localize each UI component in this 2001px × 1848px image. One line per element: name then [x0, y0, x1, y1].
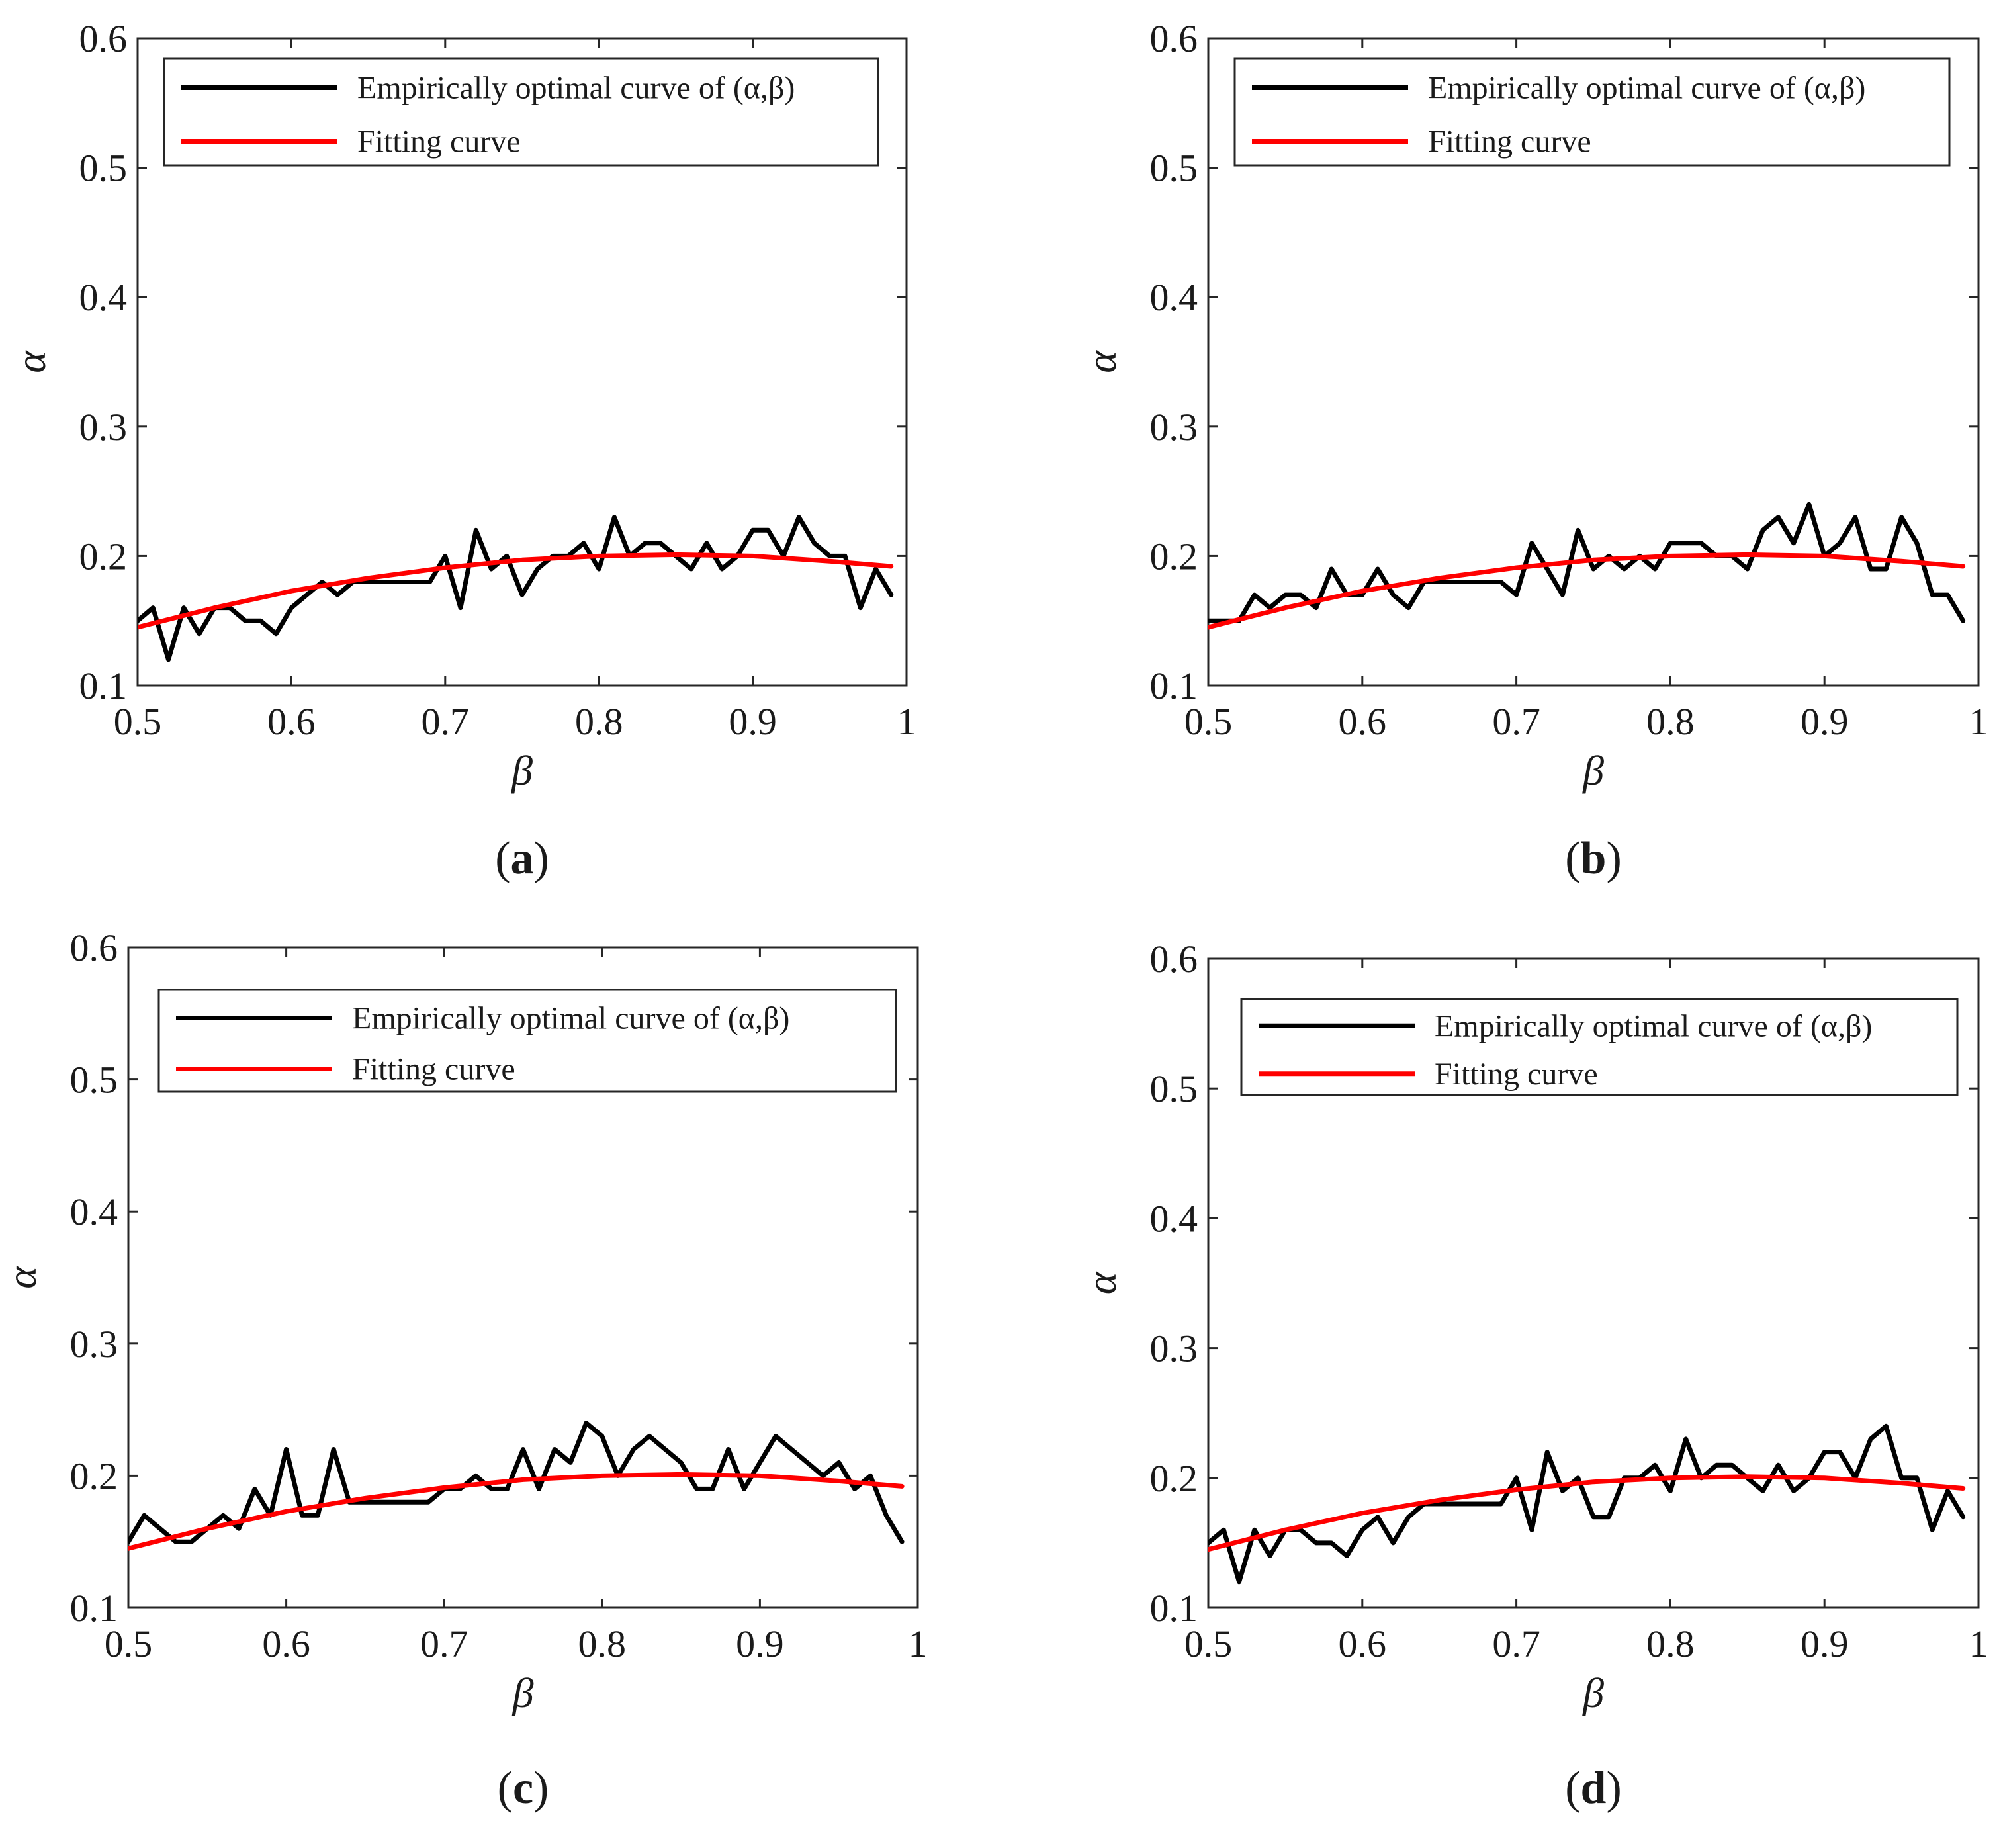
y-tick-label: 0.2 — [70, 1454, 118, 1497]
x-tick-label: 0.7 — [422, 700, 470, 743]
x-axis-label: β — [1581, 1669, 1604, 1716]
x-tick-label: 0.5 — [105, 1622, 153, 1665]
plot-frame — [1207, 37, 1980, 687]
y-axis-label: α — [1078, 350, 1125, 373]
legend-box — [163, 57, 879, 167]
x-tick-label: 0.7 — [1492, 1622, 1540, 1665]
x-tick-label: 0.5 — [1184, 1622, 1233, 1665]
x-axis-label: β — [510, 747, 533, 794]
y-tick-label: 0.4 — [1150, 1197, 1198, 1240]
panel-c: 0.5 0.6 0.7 0.8 0.9 1 0.1 0.2 0.3 0.4 0.5 0.6 β α Empi… — [0, 926, 928, 1814]
panel-caption: (a) — [495, 833, 549, 884]
panel-caption: (d) — [1565, 1763, 1622, 1814]
legend-label-fitting: Fitting curve — [357, 124, 521, 159]
x-tick-label: 0.8 — [1646, 700, 1695, 743]
fitting-curve-line — [1208, 552, 1966, 630]
x-tick-label: 0.9 — [729, 700, 777, 743]
x-axis-label: β — [1581, 747, 1604, 794]
y-tick-label: 0.6 — [1150, 17, 1198, 60]
y-tick-label: 0.1 — [70, 1587, 118, 1630]
x-tick-label: 0.8 — [575, 700, 623, 743]
y-tick-label: 0.1 — [1150, 664, 1198, 707]
legend-label-empirical: Empirically optimal curve of (α,β) — [357, 71, 795, 106]
y-tick-label: 0.2 — [79, 535, 128, 578]
y-axis-label: α — [7, 350, 54, 373]
x-tick-label: 0.5 — [114, 700, 162, 743]
y-tick-label: 0.4 — [70, 1190, 118, 1233]
x-tick-label: 0.9 — [736, 1622, 784, 1665]
y-tick-label: 0.3 — [1150, 1327, 1198, 1370]
legend-box — [157, 989, 897, 1093]
x-tick-label: 0.8 — [578, 1622, 627, 1665]
fitting-curve-line — [128, 1472, 905, 1551]
x-tick-label: 0.7 — [420, 1622, 468, 1665]
legend-label-fitting: Fitting curve — [352, 1052, 515, 1087]
legend-box — [1233, 57, 1951, 167]
x-tick-label: 0.6 — [1339, 1622, 1387, 1665]
legend: Empirically optimal curve of (α,β) Fittin… — [163, 57, 879, 167]
legend-label-empirical: Empirically optimal curve of (α,β) — [352, 1001, 789, 1036]
x-tick-label: 0.6 — [1339, 700, 1387, 743]
empirical-curve-line — [1208, 1423, 1966, 1585]
x-tick-label: 0.9 — [1801, 1622, 1849, 1665]
y-tick-label: 0.6 — [70, 926, 118, 969]
panel-caption: (c) — [498, 1763, 549, 1814]
empirical-curve-line — [1208, 502, 1966, 623]
y-tick-label: 0.6 — [1150, 938, 1198, 981]
legend: Empirically optimal curve of (α,β) Fittin… — [1240, 998, 1959, 1096]
x-tick-label: 0.9 — [1801, 700, 1849, 743]
panel-d: 0.5 0.6 0.7 0.8 0.9 1 0.1 0.2 0.3 0.4 0.5 0.6 β α Empi… — [1078, 938, 1988, 1814]
x-tick-label: 0.7 — [1492, 700, 1540, 743]
empirical-curve-line — [128, 1421, 905, 1544]
fitting-curve-line — [138, 552, 894, 630]
x-tick-label: 0.6 — [267, 700, 316, 743]
legend: Empirically optimal curve of (α,β) Fittin… — [1233, 57, 1951, 167]
legend-box — [1240, 998, 1959, 1096]
y-axis-label: α — [1078, 1271, 1125, 1294]
legend-label-empirical: Empirically optimal curve of (α,β) — [1428, 71, 1865, 106]
legend: Empirically optimal curve of (α,β) Fittin… — [157, 989, 897, 1093]
plot-frame — [127, 946, 919, 1609]
empirical-curve-line — [138, 515, 894, 662]
y-tick-label: 0.1 — [79, 664, 128, 707]
fitting-curve-line — [1208, 1474, 1966, 1552]
y-axis-label: α — [0, 1266, 45, 1289]
panel-caption: (b) — [1565, 833, 1622, 884]
y-tick-label: 0.5 — [1150, 147, 1198, 190]
plot-frame — [1207, 957, 1980, 1609]
y-tick-label: 0.2 — [1150, 1457, 1198, 1500]
x-tick-label: 1 — [909, 1622, 928, 1665]
y-tick-label: 0.5 — [70, 1059, 118, 1102]
x-tick-label: 0.6 — [262, 1622, 310, 1665]
y-tick-label: 0.5 — [79, 147, 128, 190]
x-axis-label: β — [511, 1669, 534, 1716]
y-tick-label: 0.5 — [1150, 1067, 1198, 1110]
y-tick-label: 0.1 — [1150, 1587, 1198, 1630]
panel-b: 0.5 0.6 0.7 0.8 0.9 1 0.1 0.2 0.3 0.4 0.5 0.6 β α Empi… — [1078, 17, 1988, 884]
plot-frame — [136, 37, 908, 687]
y-tick-label: 0.3 — [79, 406, 128, 449]
y-tick-label: 0.2 — [1150, 535, 1198, 578]
y-tick-label: 0.4 — [1150, 276, 1198, 319]
legend-label-fitting: Fitting curve — [1435, 1057, 1598, 1092]
x-tick-label: 0.5 — [1184, 700, 1233, 743]
panel-a: 0.5 0.6 0.7 0.8 0.9 1 0.1 0.2 0.3 0.4 0.5 0.6 β α Empi… — [7, 17, 916, 884]
x-tick-label: 1 — [897, 700, 916, 743]
legend-label-empirical: Empirically optimal curve of (α,β) — [1435, 1008, 1872, 1043]
y-tick-label: 0.6 — [79, 17, 128, 60]
x-tick-label: 1 — [1969, 700, 1988, 743]
y-tick-label: 0.3 — [70, 1323, 118, 1366]
legend-label-fitting: Fitting curve — [1428, 124, 1591, 159]
x-tick-label: 1 — [1969, 1622, 1988, 1665]
y-tick-label: 0.3 — [1150, 406, 1198, 449]
x-tick-label: 0.8 — [1646, 1622, 1695, 1665]
y-tick-label: 0.4 — [79, 276, 128, 319]
